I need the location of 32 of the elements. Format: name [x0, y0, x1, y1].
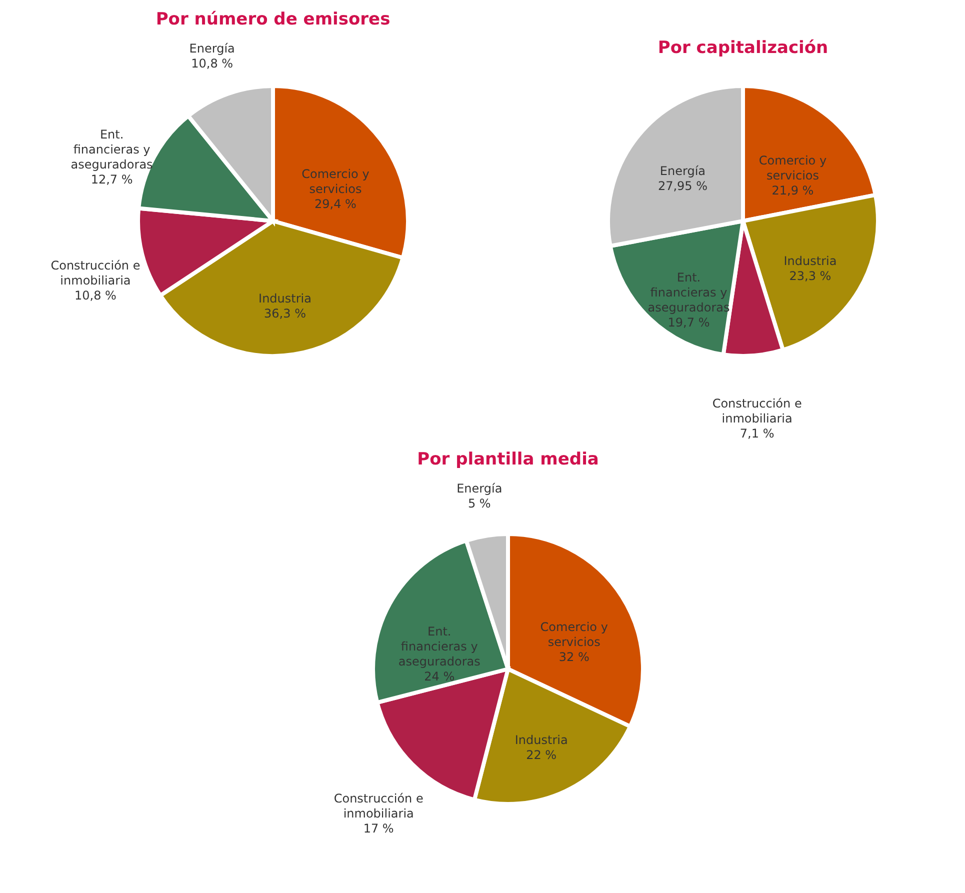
chart-title: Por capitalización — [658, 38, 828, 58]
data-label: 36,3 % — [264, 306, 306, 320]
slice-label: Comercio y servicios — [540, 620, 608, 650]
slice-label: Industria — [514, 732, 568, 747]
data-label: 5 % — [468, 496, 491, 510]
data-label: 19,7 % — [668, 315, 710, 330]
data-label: 10,8 % — [191, 56, 234, 70]
data-label: 27,95 % — [658, 179, 708, 194]
chart-title: Por número de emisores — [156, 9, 390, 30]
data-label: 32 % — [558, 650, 590, 664]
slice-label: Comercio y servicios — [302, 166, 370, 196]
slice-label: Construcción e inmobiliaria — [334, 791, 424, 820]
data-label: 21,9 % — [772, 184, 814, 198]
data-label: 12,7 % — [90, 172, 133, 186]
chart-title: Por plantilla media — [417, 449, 599, 470]
slice-label: Construcción e inmobiliaria — [50, 258, 140, 288]
data-label: 23,3 % — [789, 269, 832, 284]
slice-label: Industria — [784, 254, 837, 268]
slice-label: Ent. financieras y aseguradoras — [398, 624, 480, 668]
slice-label: Energía — [456, 481, 502, 496]
slice-label: Energía — [660, 164, 706, 178]
data-label: 17 % — [363, 821, 394, 836]
slice-label: Ent. financieras y aseguradoras — [70, 127, 153, 172]
data-label: 7,1 % — [740, 426, 774, 440]
data-label: 24 % — [424, 669, 455, 684]
slice-label: Industria — [258, 291, 312, 306]
slice-label: Construcción e inmobiliaria — [712, 396, 802, 426]
data-label: 29,4 % — [314, 196, 356, 211]
slice-label: Comercio y servicios — [758, 154, 827, 183]
data-label: 22 % — [526, 748, 557, 762]
slice-label: Energía — [189, 41, 235, 56]
data-label: 10,8 % — [74, 288, 116, 302]
